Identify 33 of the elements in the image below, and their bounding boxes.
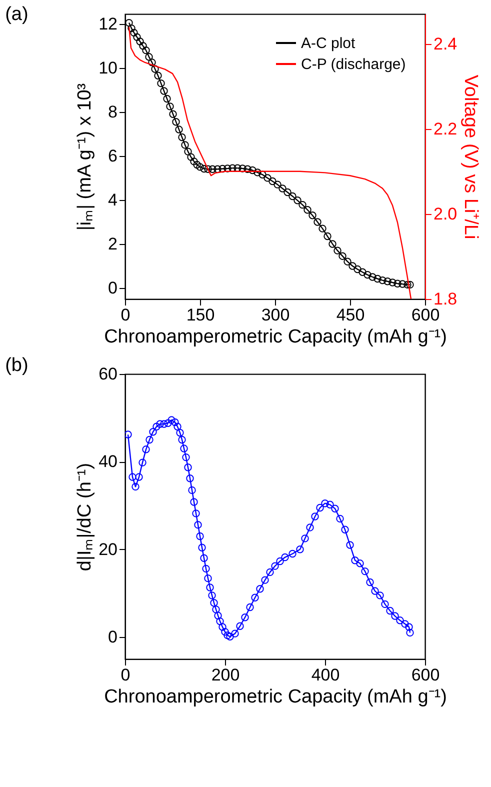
x-tick-label: 600 <box>411 666 440 684</box>
x-tick-label: 200 <box>211 666 240 684</box>
y-axis-title: |iₘ| (mA g⁻¹) x 10³ <box>74 83 96 231</box>
y2-tick-label: 2.2 <box>434 119 458 138</box>
y-tick-label: 10 <box>98 58 118 78</box>
y2-tick-label: 1.8 <box>434 290 458 308</box>
y-tick-label: 12 <box>98 14 118 34</box>
chart-title: (a) <box>5 4 28 25</box>
y-tick-label: 20 <box>98 540 118 559</box>
y-tick-label: 4 <box>108 190 118 210</box>
y-tick-label: 60 <box>98 364 118 384</box>
y-tick-label: 40 <box>98 452 118 472</box>
y-tick-label: 6 <box>108 146 118 166</box>
x-tick-label: 0 <box>120 666 130 684</box>
y-axis-title: d|Iₘ|/dC (h⁻¹) <box>74 462 96 572</box>
y2-tick-label: 2.0 <box>434 204 458 224</box>
x-tick-label: 400 <box>311 666 340 684</box>
y2-tick-label: 2.4 <box>434 34 458 54</box>
x-axis-title: Chronoamperometric Capacity (mAh g⁻¹) <box>104 326 447 348</box>
legend-label: A-C plot <box>301 35 356 52</box>
x-axis-title: Chronoamperometric Capacity (mAh g⁻¹) <box>104 686 447 708</box>
y-tick-label: 8 <box>108 102 118 122</box>
x-tick-label: 600 <box>411 306 440 324</box>
x-tick-label: 0 <box>120 306 130 324</box>
y-tick-label: 0 <box>108 628 118 647</box>
x-tick-label: 450 <box>336 306 365 324</box>
chart-title: (b) <box>5 355 28 376</box>
legend-label: C-P (discharge) <box>301 56 406 73</box>
y-tick-label: 0 <box>108 278 118 298</box>
x-tick-label: 150 <box>186 306 215 324</box>
y2-axis-title: Voltage (V) vs Li⁺/Li <box>460 74 482 240</box>
y-tick-label: 2 <box>108 234 118 254</box>
x-tick-label: 300 <box>261 306 290 324</box>
